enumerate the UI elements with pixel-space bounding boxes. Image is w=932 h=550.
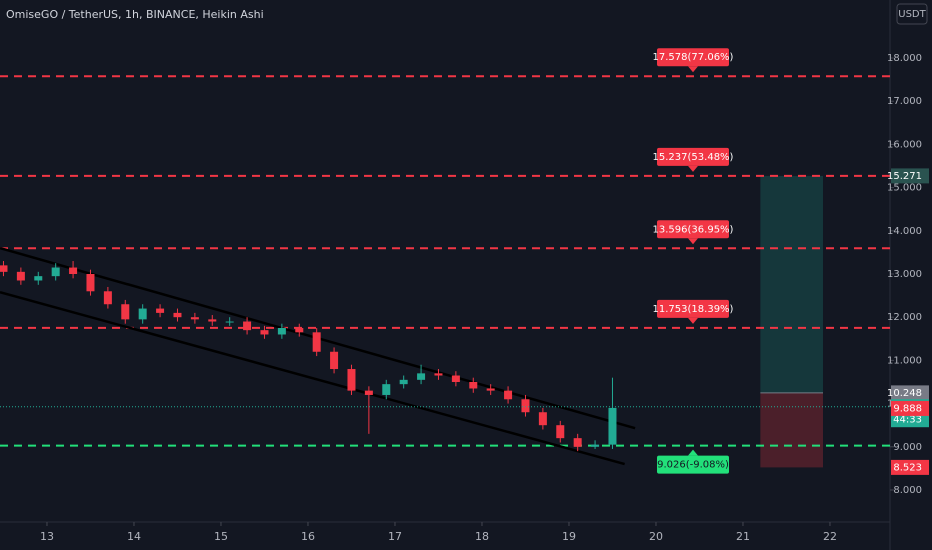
level-tag: 13.596(36.95%)	[653, 224, 734, 235]
y-tick-label: 14.000	[887, 226, 922, 237]
candle-body	[417, 373, 426, 380]
level-tag-box	[657, 455, 729, 474]
level-tag-pointer	[688, 165, 698, 172]
candle-body	[277, 327, 286, 335]
x-tick-label: 20	[649, 530, 663, 543]
price-label-box	[891, 459, 929, 475]
candle-body	[573, 438, 582, 447]
candle-body	[190, 317, 199, 320]
candle-body	[103, 291, 112, 305]
price-label: 9.888	[893, 403, 922, 414]
level-tag-pointer	[688, 317, 698, 324]
candle-body	[51, 267, 60, 277]
y-tick-label: 16.000	[887, 139, 922, 150]
x-tick-label: 14	[127, 530, 141, 543]
candle-body	[69, 267, 78, 275]
candle-body	[347, 369, 356, 391]
x-tick-label: 22	[823, 530, 837, 543]
level-tag-pointer	[688, 449, 698, 456]
candle-body	[364, 390, 373, 395]
level-tag-pointer	[688, 238, 698, 245]
candle-body	[330, 351, 339, 370]
level-tag-box	[657, 48, 729, 67]
level-tag-box	[657, 147, 729, 166]
level-tag-pointer	[688, 66, 698, 73]
candle-body	[156, 308, 165, 313]
chart-title: OmiseGO / TetherUS, 1h, BINANCE, Heikin …	[6, 8, 264, 21]
level-tag-box	[657, 220, 729, 239]
candle-body	[86, 274, 95, 292]
candle-body	[521, 399, 530, 413]
candle-body	[34, 276, 43, 281]
candle-body	[138, 308, 147, 320]
x-tick-label: 21	[736, 530, 750, 543]
candle-body	[399, 379, 408, 385]
candle-body	[173, 312, 182, 318]
x-tick-label: 17	[388, 530, 402, 543]
y-tick-label: 11.000	[887, 355, 922, 366]
candle-body	[486, 388, 495, 391]
candle-body	[225, 321, 234, 323]
candle-body	[295, 327, 304, 333]
currency: USDT	[898, 9, 926, 20]
candle-body	[591, 444, 600, 447]
y-tick-label: 9.000	[893, 442, 922, 453]
candle-body	[0, 265, 8, 272]
candle-body	[504, 390, 513, 400]
candle-body	[243, 321, 252, 331]
level-tag: 11.753(18.39%)	[653, 304, 734, 315]
level-tag: 15.237(53.48%)	[653, 152, 734, 163]
y-tick-label: 8.000	[893, 485, 922, 496]
y-tick-label: 15.000	[887, 183, 922, 194]
y-tick-label: 13.000	[887, 269, 922, 280]
candle-body	[16, 271, 25, 281]
y-tick-label: 12.000	[887, 312, 922, 323]
level-tag: 17.578(77.06%)	[653, 52, 734, 63]
channel-line	[0, 290, 625, 466]
candle-body	[608, 407, 617, 445]
price-label-timer: 44:33	[893, 415, 922, 426]
x-tick-label: 13	[40, 530, 54, 543]
y-tick-label: 17.000	[887, 96, 922, 107]
x-tick-label: 15	[214, 530, 228, 543]
x-tick-label: 16	[301, 530, 315, 543]
candle-body	[312, 332, 321, 352]
candle-body	[121, 304, 130, 320]
price-label-box	[891, 385, 929, 401]
position-profit	[760, 175, 824, 393]
price-label: 15.271	[887, 171, 922, 182]
currency-box	[896, 3, 928, 25]
candle-body	[556, 425, 565, 439]
position-loss	[760, 392, 824, 468]
x-tick-label: 19	[562, 530, 576, 543]
candle-body	[469, 381, 478, 389]
level-tag: 9.026(-9.08%)	[657, 460, 729, 471]
candle-body	[382, 384, 391, 395]
x-tick-label: 18	[475, 530, 489, 543]
price-label-box	[891, 168, 929, 184]
price-label-box	[891, 400, 929, 416]
candle-body	[434, 373, 443, 376]
candle-body	[451, 375, 460, 382]
y-tick-label: 18.000	[887, 53, 922, 64]
candle-body	[260, 330, 269, 335]
candle-body	[538, 412, 547, 426]
price-label: 8.523	[893, 462, 922, 473]
level-tag-box	[657, 299, 729, 318]
price-label: 10.248	[887, 388, 922, 399]
candle-body	[208, 319, 217, 322]
